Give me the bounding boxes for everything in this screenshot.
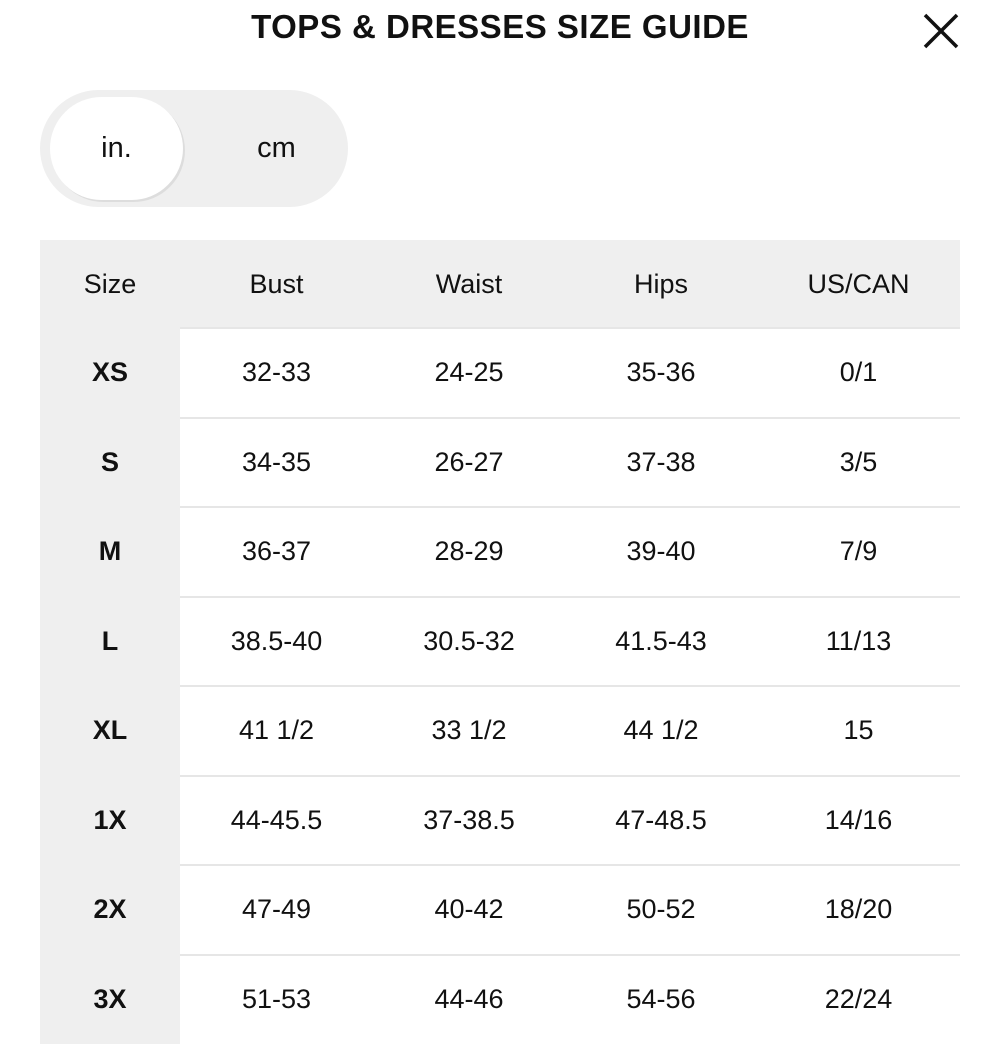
row-divider [180, 417, 960, 419]
measurement: 51-53 [180, 955, 373, 1044]
column-header: US/CAN [757, 240, 960, 328]
measurement: 41 1/2 [180, 686, 373, 776]
column-header: Hips [565, 240, 757, 328]
size-label: 3X [40, 955, 180, 1044]
column-header: Waist [373, 240, 565, 328]
size-label: L [40, 597, 180, 687]
title: TOPS & DRESSES SIZE GUIDE [0, 8, 1000, 46]
row-divider [180, 864, 960, 866]
unit-toggle: in. cm [40, 90, 348, 207]
measurement: 14/16 [757, 776, 960, 866]
measurement: 39-40 [565, 507, 757, 597]
measurement: 15 [757, 686, 960, 776]
size-label: M [40, 507, 180, 597]
measurement: 11/13 [757, 597, 960, 687]
measurement: 38.5-40 [180, 597, 373, 687]
row-divider [180, 506, 960, 508]
measurement: 34-35 [180, 418, 373, 508]
measurement: 50-52 [565, 865, 757, 955]
measurement: 44-46 [373, 955, 565, 1044]
row-divider [180, 327, 960, 329]
unit-option[interactable]: cm [210, 97, 343, 200]
size-label: 2X [40, 865, 180, 955]
measurement: 3/5 [757, 418, 960, 508]
measurement: 47-48.5 [565, 776, 757, 866]
measurement: 47-49 [180, 865, 373, 955]
measurement: 30.5-32 [373, 597, 565, 687]
row-divider [180, 954, 960, 956]
measurement: 44 1/2 [565, 686, 757, 776]
measurement: 35-36 [565, 328, 757, 418]
measurement: 18/20 [757, 865, 960, 955]
row-divider [180, 685, 960, 687]
measurement: 40-42 [373, 865, 565, 955]
measurement: 28-29 [373, 507, 565, 597]
measurement: 36-37 [180, 507, 373, 597]
measurement: 0/1 [757, 328, 960, 418]
size-label: XS [40, 328, 180, 418]
size-label: XL [40, 686, 180, 776]
measurement: 54-56 [565, 955, 757, 1044]
close-button[interactable] [920, 10, 962, 52]
column-header: Bust [180, 240, 373, 328]
measurement: 22/24 [757, 955, 960, 1044]
row-divider [180, 596, 960, 598]
size-label: 1X [40, 776, 180, 866]
measurement: 44-45.5 [180, 776, 373, 866]
row-divider [180, 775, 960, 777]
measurement: 32-33 [180, 328, 373, 418]
measurement: 24-25 [373, 328, 565, 418]
measurement: 26-27 [373, 418, 565, 508]
measurement: 7/9 [757, 507, 960, 597]
measurement: 37-38 [565, 418, 757, 508]
size-label: S [40, 418, 180, 508]
measurement: 33 1/2 [373, 686, 565, 776]
unit-option[interactable]: in. [50, 97, 183, 200]
measurement: 41.5-43 [565, 597, 757, 687]
measurement: 37-38.5 [373, 776, 565, 866]
column-header: Size [40, 240, 180, 328]
